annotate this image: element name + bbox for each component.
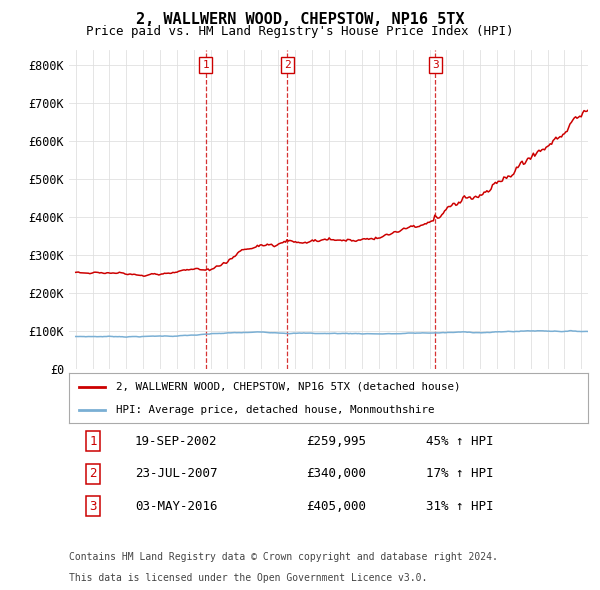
Text: Price paid vs. HM Land Registry's House Price Index (HPI): Price paid vs. HM Land Registry's House … xyxy=(86,25,514,38)
Text: 19-SEP-2002: 19-SEP-2002 xyxy=(135,435,218,448)
Text: £259,995: £259,995 xyxy=(306,435,366,448)
Text: 3: 3 xyxy=(432,60,439,70)
Text: 31% ↑ HPI: 31% ↑ HPI xyxy=(426,500,493,513)
Text: 3: 3 xyxy=(89,500,97,513)
Text: 1: 1 xyxy=(202,60,209,70)
Text: 45% ↑ HPI: 45% ↑ HPI xyxy=(426,435,493,448)
Text: 2: 2 xyxy=(89,467,97,480)
Text: 17% ↑ HPI: 17% ↑ HPI xyxy=(426,467,493,480)
Text: £405,000: £405,000 xyxy=(306,500,366,513)
Text: Contains HM Land Registry data © Crown copyright and database right 2024.: Contains HM Land Registry data © Crown c… xyxy=(69,552,498,562)
Text: 1: 1 xyxy=(89,435,97,448)
Text: 2: 2 xyxy=(284,60,291,70)
Text: HPI: Average price, detached house, Monmouthshire: HPI: Average price, detached house, Monm… xyxy=(116,405,434,415)
Text: £340,000: £340,000 xyxy=(306,467,366,480)
Text: This data is licensed under the Open Government Licence v3.0.: This data is licensed under the Open Gov… xyxy=(69,573,427,583)
Text: 03-MAY-2016: 03-MAY-2016 xyxy=(135,500,218,513)
Text: 2, WALLWERN WOOD, CHEPSTOW, NP16 5TX: 2, WALLWERN WOOD, CHEPSTOW, NP16 5TX xyxy=(136,12,464,27)
Text: 23-JUL-2007: 23-JUL-2007 xyxy=(135,467,218,480)
Text: 2, WALLWERN WOOD, CHEPSTOW, NP16 5TX (detached house): 2, WALLWERN WOOD, CHEPSTOW, NP16 5TX (de… xyxy=(116,382,460,392)
